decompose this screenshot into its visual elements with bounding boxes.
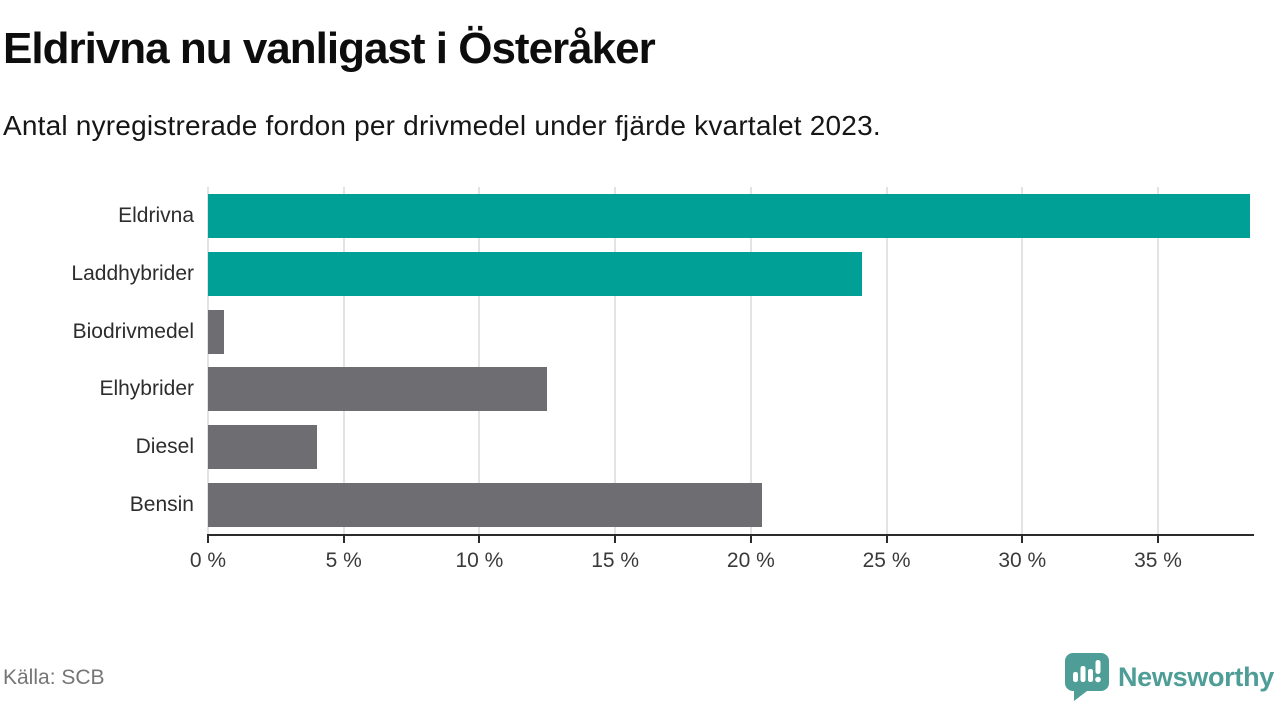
bar-diesel	[208, 425, 317, 470]
bar-laddhybrider	[208, 251, 863, 296]
chart-subtitle: Antal nyregistrerade fordon per drivmede…	[3, 110, 881, 141]
gridline-20	[749, 187, 752, 534]
bar-chart: Eldrivna Laddhybrider Biodrivmedel Elhybrid…	[0, 187, 1280, 587]
gridline-0	[207, 187, 209, 534]
gridline-25	[885, 187, 888, 534]
bar-elhybrider	[208, 367, 548, 412]
tick-mark-30	[1021, 536, 1024, 543]
tick-label-20: 20 %	[726, 549, 775, 572]
source-text: Källa: SCB	[3, 666, 105, 689]
x-axis-line	[207, 534, 1254, 536]
gridline-30	[1021, 187, 1024, 534]
tick-label-0: 0 %	[189, 549, 227, 572]
tick-label-10: 10 %	[455, 549, 504, 572]
tick-mark-35	[1156, 536, 1159, 543]
tick-label-5: 5 %	[325, 549, 362, 572]
x-axis-ticks: 0 % 5 % 10 % 15 % 20 % 25 % 30 % 35 %	[190, 187, 1253, 587]
tick-label-15: 15 %	[591, 549, 640, 572]
brand-logo: Newsworthy	[1064, 652, 1274, 702]
tick-mark-15	[614, 536, 617, 543]
tick-mark-20	[749, 536, 752, 543]
chart-title: Eldrivna nu vanligast i Österåker	[3, 24, 656, 73]
gridline-5	[342, 187, 345, 534]
tick-mark-10	[478, 536, 481, 543]
category-labels: Eldrivna Laddhybrider Biodrivmedel Elhybrid…	[0, 187, 194, 534]
brand-name: Newsworthy	[1117, 661, 1274, 692]
gridline-10	[478, 187, 481, 534]
plot-area	[207, 187, 1253, 534]
category-label-diesel: Diesel	[135, 435, 194, 459]
category-label-bensin: Bensin	[129, 493, 194, 517]
tick-mark-5	[342, 536, 345, 543]
bar-biodrivmedel	[208, 309, 225, 354]
tick-label-30: 30 %	[998, 549, 1047, 572]
category-label-elhybrider: Elhybrider	[99, 377, 194, 401]
tick-mark-0	[207, 536, 209, 543]
gridline-35	[1156, 187, 1159, 534]
category-label-eldrivna: Eldrivna	[118, 203, 194, 227]
bar-eldrivna	[208, 193, 1251, 238]
category-label-biodrivmedel: Biodrivmedel	[72, 319, 194, 343]
gridline-15	[614, 187, 617, 534]
bar-bensin	[208, 483, 762, 528]
tick-label-25: 25 %	[862, 549, 911, 572]
newsworthy-icon	[1064, 653, 1109, 701]
tick-label-35: 35 %	[1134, 549, 1182, 572]
tick-mark-25	[885, 536, 888, 543]
category-label-laddhybrider: Laddhybrider	[71, 261, 194, 285]
